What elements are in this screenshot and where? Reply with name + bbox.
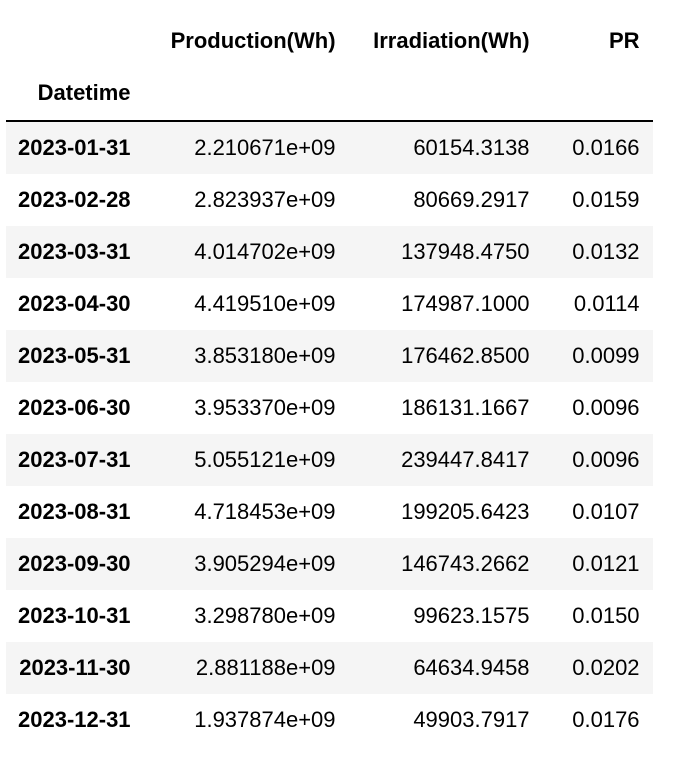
row-index-date: 2023-07-31 [18,447,131,472]
row-index-date: 2023-06-30 [18,395,131,420]
table-row: 2023-05-31 3.853180e+09 176462.8500 0.0099 [6,330,653,382]
table-row: 2023-08-31 4.718453e+09 199205.6423 0.0107 [6,486,653,538]
cell-irradiation: 60154.3138 [413,135,530,160]
cell-pr: 0.0159 [572,187,640,212]
row-index-date: 2023-10-31 [18,603,131,628]
table-row: 2023-11-30 2.881188e+09 64634.9458 0.0202 [6,642,653,694]
table-row: 2023-07-31 5.055121e+09 239447.8417 0.0096 [6,434,653,486]
cell-pr: 0.0166 [572,135,640,160]
cell-irradiation: 80669.2917 [413,187,530,212]
cell-pr: 0.0096 [572,447,640,472]
cell-production: 2.881188e+09 [195,655,336,680]
cell-production: 2.210671e+09 [194,135,336,160]
cell-irradiation: 174987.1000 [401,291,530,316]
cell-irradiation: 239447.8417 [401,447,530,472]
row-index-date: 2023-08-31 [18,499,131,524]
cell-production: 2.823937e+09 [194,187,336,212]
index-name-row: Datetime [6,66,653,122]
cell-production: 3.953370e+09 [194,395,336,420]
row-index-date: 2023-09-30 [18,551,131,576]
cell-production: 3.853180e+09 [194,343,336,368]
column-header-production: Production(Wh) [170,28,336,53]
index-corner-cell [6,16,144,66]
table-header: Production(Wh) Irradiation(Wh) PR Dateti… [6,16,653,122]
table-row: 2023-06-30 3.953370e+09 186131.1667 0.0096 [6,382,653,434]
table-row: 2023-01-31 2.210671e+09 60154.3138 0.0166 [6,121,653,174]
cell-irradiation: 64634.9458 [413,655,530,680]
cell-pr: 0.0202 [572,655,640,680]
index-row-empty-cell [143,66,349,122]
dataframe-table: Production(Wh) Irradiation(Wh) PR Dateti… [6,16,653,746]
cell-pr: 0.0121 [572,551,640,576]
index-name-label: Datetime [6,66,144,122]
table-row: 2023-04-30 4.419510e+09 174987.1000 0.0114 [6,278,653,330]
cell-irradiation: 199205.6423 [401,499,530,524]
row-index-date: 2023-03-31 [18,239,131,264]
cell-pr: 0.0096 [572,395,640,420]
table-row: 2023-12-31 1.937874e+09 49903.7917 0.0176 [6,694,653,746]
cell-irradiation: 146743.2662 [401,551,530,576]
cell-production: 4.419510e+09 [194,291,336,316]
column-header-row: Production(Wh) Irradiation(Wh) PR [6,16,653,66]
column-header-pr: PR [608,28,640,53]
row-index-date: 2023-02-28 [18,187,131,212]
row-index-date: 2023-04-30 [18,291,131,316]
cell-production: 3.298780e+09 [194,603,336,628]
cell-pr: 0.0114 [573,291,640,316]
cell-irradiation: 99623.1575 [413,603,530,628]
cell-irradiation: 137948.4750 [401,239,530,264]
cell-production: 4.014702e+09 [194,239,336,264]
dataframe-output: Production(Wh) Irradiation(Wh) PR Dateti… [6,16,653,746]
cell-production: 1.937874e+09 [194,707,336,732]
table-row: 2023-09-30 3.905294e+09 146743.2662 0.0121 [6,538,653,590]
cell-pr: 0.0099 [572,343,640,368]
index-row-empty-cell [348,66,543,122]
cell-pr: 0.0132 [572,239,640,264]
table-body: 2023-01-31 2.210671e+09 60154.3138 0.0166 20… [6,121,653,746]
row-index-date: 2023-01-31 [18,135,131,160]
row-index-date: 2023-12-31 [18,707,131,732]
cell-irradiation: 186131.1667 [401,395,530,420]
cell-production: 5.055121e+09 [194,447,336,472]
cell-pr: 0.0150 [572,603,640,628]
cell-irradiation: 176462.8500 [401,343,530,368]
table-row: 2023-10-31 3.298780e+09 99623.1575 0.0150 [6,590,653,642]
cell-pr: 0.0107 [572,499,640,524]
cell-irradiation: 49903.7917 [413,707,530,732]
row-index-date: 2023-11-30 [19,655,131,680]
cell-pr: 0.0176 [572,707,640,732]
table-row: 2023-03-31 4.014702e+09 137948.4750 0.0132 [6,226,653,278]
table-row: 2023-02-28 2.823937e+09 80669.2917 0.0159 [6,174,653,226]
row-index-date: 2023-05-31 [18,343,131,368]
cell-production: 4.718453e+09 [194,499,336,524]
index-row-empty-cell [542,66,653,122]
column-header-irradiation: Irradiation(Wh) [373,28,530,53]
cell-production: 3.905294e+09 [194,551,336,576]
